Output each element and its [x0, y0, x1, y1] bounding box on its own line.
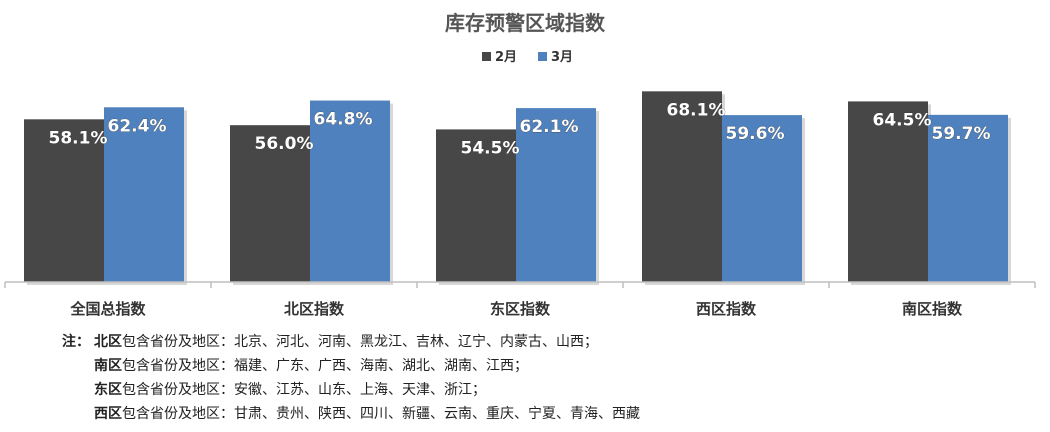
note-row: 南区包含省份及地区：福建、广东、广西、海南、湖北、湖南、江西； — [62, 354, 640, 378]
bar — [642, 91, 722, 282]
legend-swatch — [482, 52, 491, 61]
x-tick-label: 东区指数 — [490, 300, 551, 318]
bar — [928, 114, 1008, 282]
note-lead: 注： — [62, 334, 90, 350]
data-label: 54.5% — [461, 138, 520, 158]
data-label: 62.4% — [108, 116, 167, 136]
note-region: 东区 — [94, 382, 122, 398]
bar — [436, 129, 516, 282]
bar — [848, 101, 928, 283]
note-region: 西区 — [94, 406, 122, 422]
bar-chart: 库存预警区域指数 2月 3月 58.1%62.4%56.0%64.8%54.5%6… — [4, 11, 1036, 318]
note-region: 南区 — [94, 358, 122, 374]
legend-label: 3月 — [551, 50, 573, 65]
data-label: 64.8% — [314, 110, 373, 130]
note-text: 包含省份及地区：北京、河北、河南、黑龙江、吉林、辽宁、内蒙古、山西； — [122, 334, 598, 350]
bar — [310, 100, 390, 282]
bar — [516, 108, 596, 283]
note-row: 西区包含省份及地区：甘肃、贵州、陕西、四川、新疆、云南、重庆、宁夏、青海、西藏 — [62, 402, 640, 426]
bar — [104, 107, 184, 282]
data-labels: 58.1%62.4% 56.0%64.8% 54.5%62.1% 68.1%59.6%… — [48, 100, 991, 159]
note-text: 包含省份及地区：福建、广东、广西、海南、湖北、湖南、江西； — [122, 358, 528, 374]
legend-swatch — [538, 52, 547, 61]
note-text: 包含省份及地区：甘肃、贵州、陕西、四川、新疆、云南、重庆、宁夏、青海、西藏 — [122, 406, 640, 422]
note-row: 东区包含省份及地区：安徽、江苏、山东、上海、天津、浙江； — [62, 378, 640, 402]
legend: 2月 3月 — [482, 50, 573, 65]
data-label: 59.7% — [932, 124, 991, 144]
x-axis: 全国总指数 北区指数 东区指数 西区指数 南区指数 — [4, 281, 1036, 318]
note-text: 包含省份及地区：安徽、江苏、山东、上海、天津、浙江； — [122, 382, 486, 398]
chart-title: 库存预警区域指数 — [445, 11, 606, 35]
note-region: 北区 — [94, 334, 122, 350]
data-label: 68.1% — [667, 100, 726, 120]
notes: 注： 北区包含省份及地区：北京、河北、河南、黑龙江、吉林、辽宁、内蒙古、山西； 南… — [62, 330, 640, 426]
data-label: 64.5% — [873, 110, 932, 130]
note-row: 注： 北区包含省份及地区：北京、河北、河南、黑龙江、吉林、辽宁、内蒙古、山西； — [62, 330, 640, 354]
data-label: 59.6% — [726, 124, 785, 144]
data-label: 58.1% — [49, 128, 108, 148]
bar — [24, 119, 104, 282]
legend-label: 2月 — [495, 50, 517, 65]
bars — [24, 91, 1011, 286]
x-tick-label: 北区指数 — [284, 300, 345, 318]
x-tick-label: 全国总指数 — [69, 300, 146, 318]
bar — [230, 125, 310, 282]
x-tick-label: 南区指数 — [902, 300, 963, 318]
x-tick-label: 西区指数 — [696, 300, 757, 318]
data-label: 62.1% — [520, 117, 579, 137]
data-label: 56.0% — [255, 134, 314, 154]
bar — [722, 115, 802, 283]
